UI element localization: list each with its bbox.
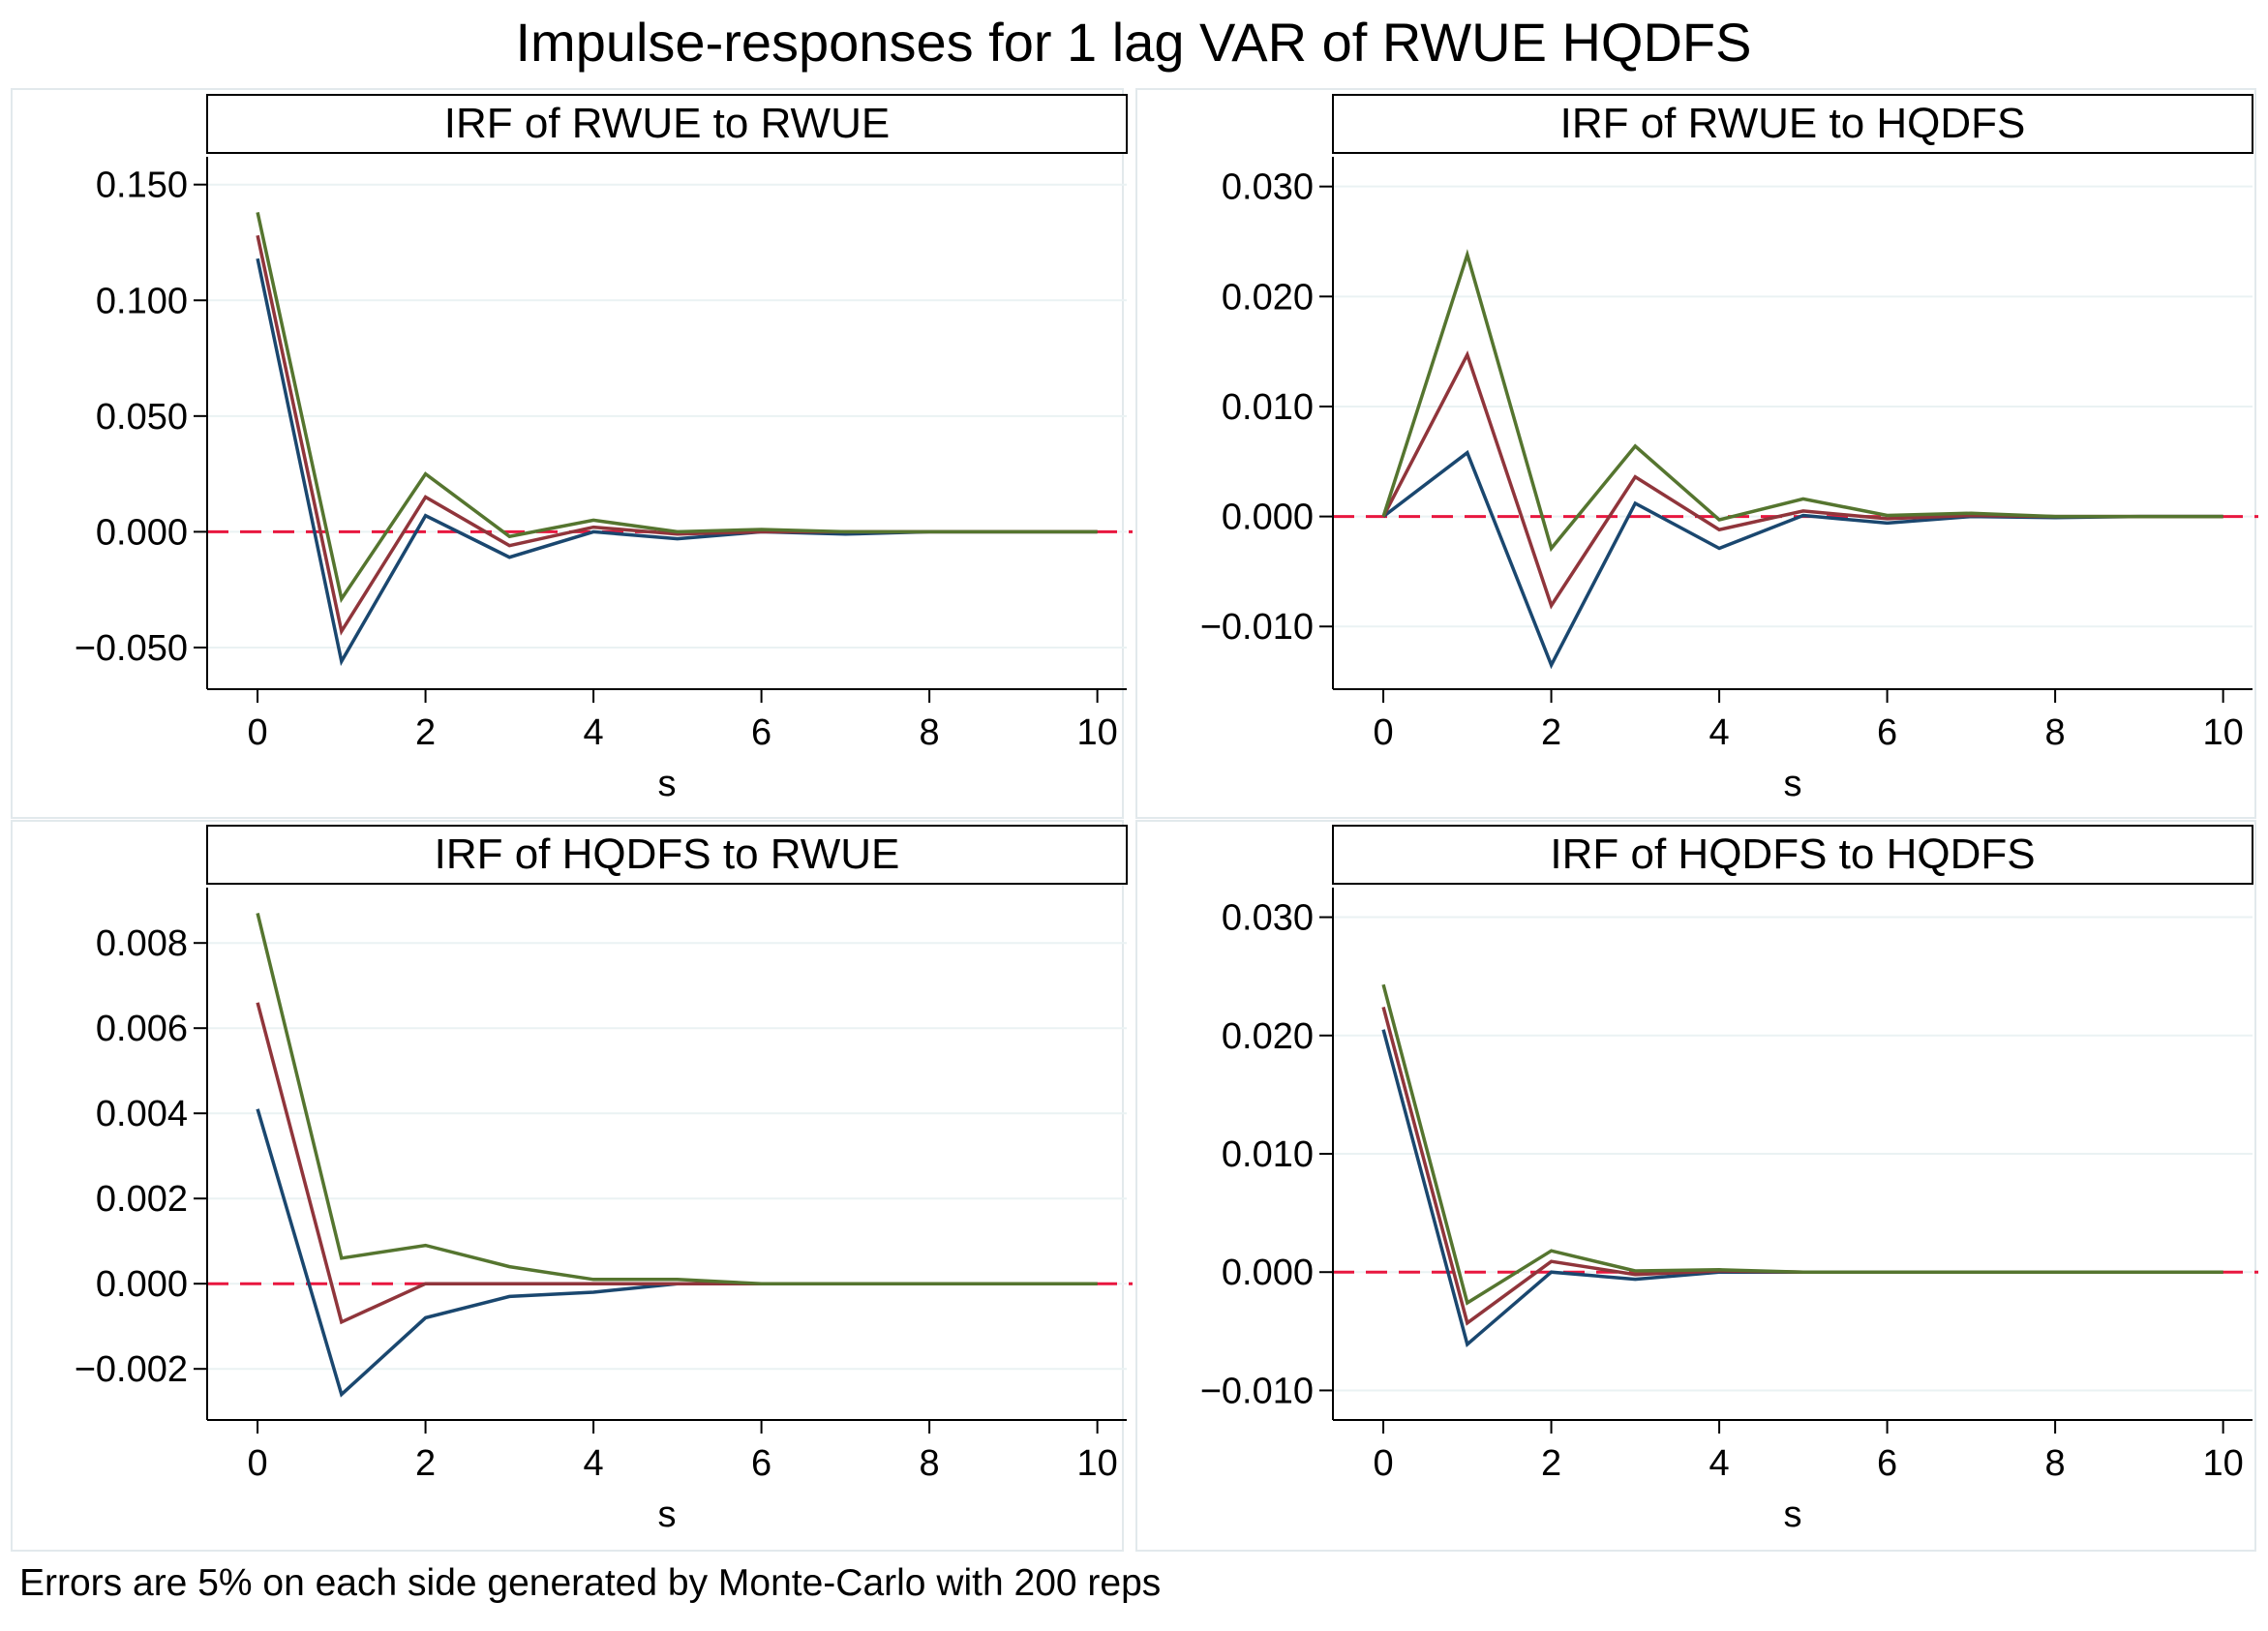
x-tick-label: 8 <box>920 712 940 753</box>
panel-title: IRF of HQDFS to RWUE <box>435 831 900 878</box>
y-tick-label: 0.020 <box>1222 1016 1314 1057</box>
x-axis-title: s <box>658 764 677 804</box>
panel-border <box>1135 88 2256 819</box>
x-tick-label: 0 <box>1373 712 1393 753</box>
irf-panel-2: IRF of RWUE to HQDFS −0.010 0.000 0.010 0.02… <box>1135 88 2258 819</box>
x-tick-label: 6 <box>1877 1443 1897 1484</box>
panel-border <box>1135 820 2256 1552</box>
series-line-upper <box>256 212 1098 604</box>
panel-header <box>206 94 1128 154</box>
series-line-lower <box>256 257 1098 667</box>
series-line-irf <box>256 1002 1098 1325</box>
panel-title: IRF of RWUE to RWUE <box>444 100 890 147</box>
x-tick-label: 2 <box>1541 712 1561 753</box>
x-tick-label: 6 <box>1877 712 1897 753</box>
x-axis-title: s <box>1784 764 1802 804</box>
x-tick-label: 10 <box>1076 712 1117 753</box>
x-tick-label: 10 <box>2202 1443 2243 1484</box>
y-tick-label: −0.010 <box>1200 1371 1314 1411</box>
irf-panel-4: IRF of HQDFS to HQDFS −0.010 0.000 0.010 0.0… <box>1135 820 2258 1552</box>
x-tick-label: 4 <box>1709 1443 1730 1484</box>
panel-border <box>11 88 1124 819</box>
y-tick-label: 0.000 <box>96 512 188 553</box>
x-tick-label: 4 <box>584 712 604 753</box>
y-tick-label: −0.050 <box>75 628 188 669</box>
x-tick-label: 2 <box>415 1443 436 1484</box>
panel-header <box>206 825 1128 885</box>
y-tick-label: 0.004 <box>96 1094 188 1134</box>
y-tick-label: 0.010 <box>1222 387 1314 428</box>
x-tick-label: 0 <box>1373 1443 1393 1484</box>
x-tick-label: 4 <box>584 1443 604 1484</box>
series-line-upper <box>1381 983 2223 1306</box>
y-tick-label: −0.010 <box>1200 607 1314 648</box>
x-tick-label: 8 <box>2045 1443 2066 1484</box>
panel-header <box>1332 94 2253 154</box>
series-line-upper <box>256 912 1098 1285</box>
panel-title: IRF of RWUE to HQDFS <box>1560 100 2026 147</box>
x-tick-label: 0 <box>247 712 267 753</box>
y-tick-label: 0.030 <box>1222 167 1314 208</box>
series-line-irf <box>256 234 1098 636</box>
y-tick-label: 0.006 <box>96 1009 188 1049</box>
panel-border <box>11 820 1124 1552</box>
series-line-upper <box>1381 249 2223 553</box>
x-tick-label: 6 <box>751 712 771 753</box>
figure-note: Errors are 5% on each side generated by … <box>19 1562 1161 1604</box>
y-tick-label: 0.030 <box>1222 898 1314 939</box>
x-tick-label: 6 <box>751 1443 771 1484</box>
irf-panel-3: IRF of HQDFS to RWUE −0.002 0.000 0.002 0.00… <box>11 820 1133 1552</box>
y-tick-label: 0.150 <box>96 166 188 206</box>
y-tick-label: −0.002 <box>75 1349 188 1390</box>
y-tick-label: 0.000 <box>1222 1253 1314 1293</box>
irf-panel-1: IRF of RWUE to RWUE −0.050 0.000 0.050 0.100… <box>11 88 1133 819</box>
y-tick-label: 0.000 <box>96 1264 188 1305</box>
y-tick-label: 0.100 <box>96 281 188 321</box>
x-tick-label: 8 <box>920 1443 940 1484</box>
y-tick-label: 0.020 <box>1222 277 1314 317</box>
y-tick-label: 0.002 <box>96 1179 188 1220</box>
series-line-lower <box>1381 1029 2223 1347</box>
panel-header <box>1332 825 2253 885</box>
x-tick-label: 10 <box>1076 1443 1117 1484</box>
y-tick-label: 0.000 <box>1222 498 1314 538</box>
panel-title: IRF of HQDFS to HQDFS <box>1550 831 2035 878</box>
x-tick-label: 8 <box>2045 712 2066 753</box>
x-tick-label: 4 <box>1709 712 1730 753</box>
y-tick-label: 0.050 <box>96 397 188 438</box>
y-tick-label: 0.010 <box>1222 1134 1314 1175</box>
panel-grid: IRF of RWUE to RWUE −0.050 0.000 0.050 0.100… <box>11 88 2258 1552</box>
x-tick-label: 10 <box>2202 712 2243 753</box>
series-line-irf <box>1381 350 2223 610</box>
x-axis-title: s <box>1784 1495 1802 1535</box>
y-tick-label: 0.008 <box>96 923 188 964</box>
x-tick-label: 0 <box>247 1443 267 1484</box>
x-tick-label: 2 <box>1541 1443 1561 1484</box>
x-axis-title: s <box>658 1495 677 1535</box>
x-tick-label: 2 <box>415 712 436 753</box>
figure-title: Impulse-responses for 1 lag VAR of RWUE … <box>515 12 1751 73</box>
